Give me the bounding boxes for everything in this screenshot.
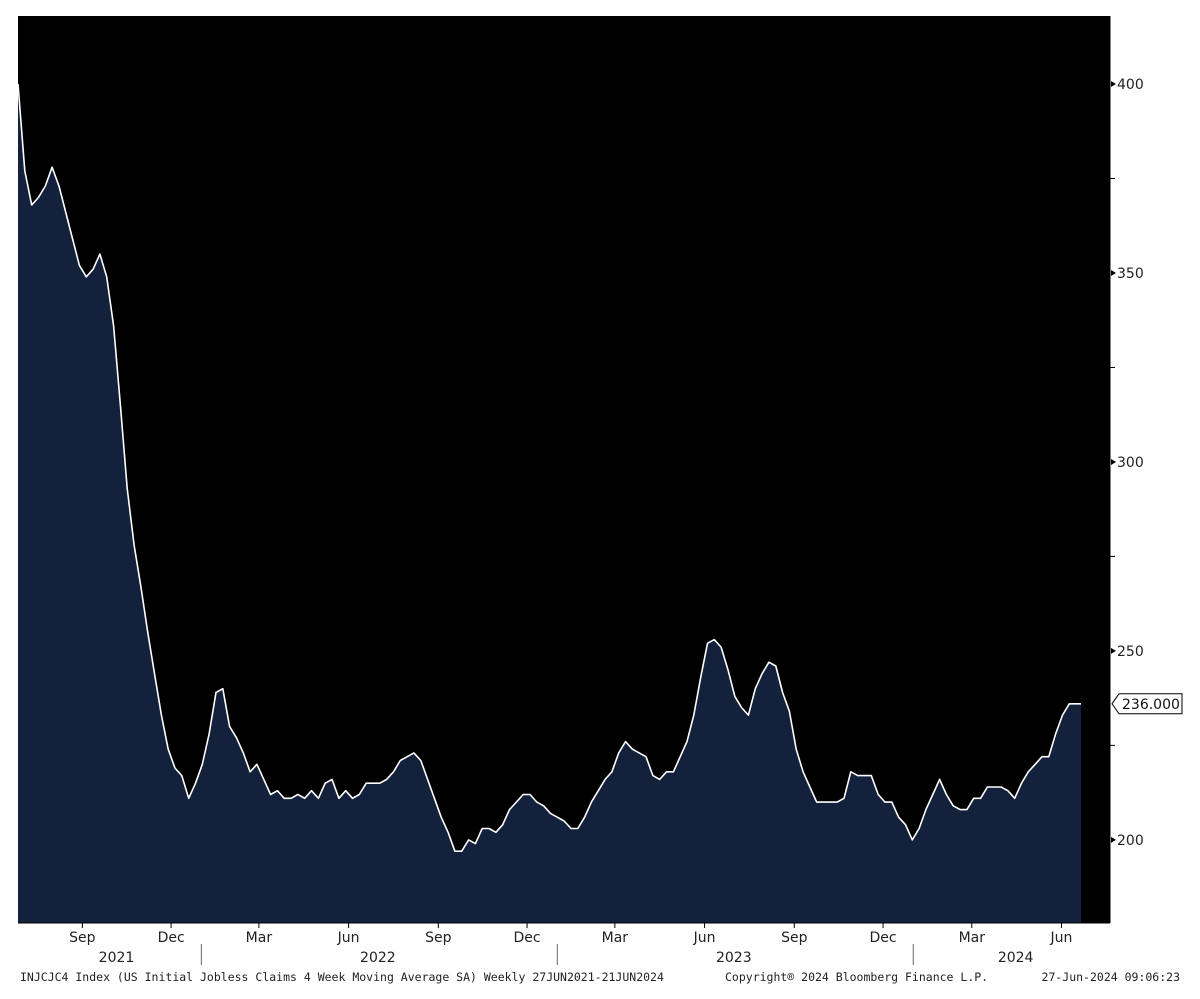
x-tick-label: Mar xyxy=(959,930,986,946)
x-tick-label: Jun xyxy=(1050,930,1073,946)
x-tick-label: Jun xyxy=(337,930,360,946)
label-layer: 200 250 300 350 400 Sep Dec Mar Jun Sep Dec Mar Jun S… xyxy=(69,77,1183,966)
y-tick-label: 400 xyxy=(1117,77,1144,93)
x-tick-label: Sep xyxy=(425,930,452,946)
y-tick-mark xyxy=(1111,81,1116,88)
x-tick-label: Mar xyxy=(246,930,273,946)
series-line xyxy=(17,83,1081,852)
year-label: 2023 xyxy=(716,950,752,966)
y-tick-mark xyxy=(1111,836,1116,843)
x-tick-label: Dec xyxy=(158,930,185,946)
x-tick-label: Jun xyxy=(693,930,716,946)
y-tick-label: 250 xyxy=(1117,644,1144,660)
x-tick-label: Dec xyxy=(869,930,896,946)
footer-timestamp: 27-Jun-2024 09:06:23 xyxy=(1042,970,1181,984)
area-layer xyxy=(17,83,1081,923)
y-tick-label: 350 xyxy=(1117,266,1144,282)
footer-copyright: Copyright® 2024 Bloomberg Finance L.P. xyxy=(725,970,988,984)
year-label: 2021 xyxy=(99,950,135,966)
year-label: 2022 xyxy=(360,950,396,966)
y-tick-mark xyxy=(1111,269,1116,276)
x-tick-label: Sep xyxy=(69,930,96,946)
y-tick-mark xyxy=(1111,647,1116,654)
y-tick-label: 200 xyxy=(1117,833,1144,849)
series-area xyxy=(18,84,1081,923)
last-value-tag xyxy=(1111,693,1183,715)
axis-layer xyxy=(18,16,1116,965)
x-tick-label: Sep xyxy=(781,930,808,946)
x-tick-label: Dec xyxy=(514,930,541,946)
y-tick-mark xyxy=(1111,458,1116,465)
x-tick-label: Mar xyxy=(602,930,629,946)
y-tick-label: 300 xyxy=(1117,455,1144,471)
footer-description: INJCJC4 Index (US Initial Jobless Claims… xyxy=(20,970,664,984)
year-label: 2024 xyxy=(998,950,1034,966)
last-value-label: 236.000 xyxy=(1122,697,1180,713)
